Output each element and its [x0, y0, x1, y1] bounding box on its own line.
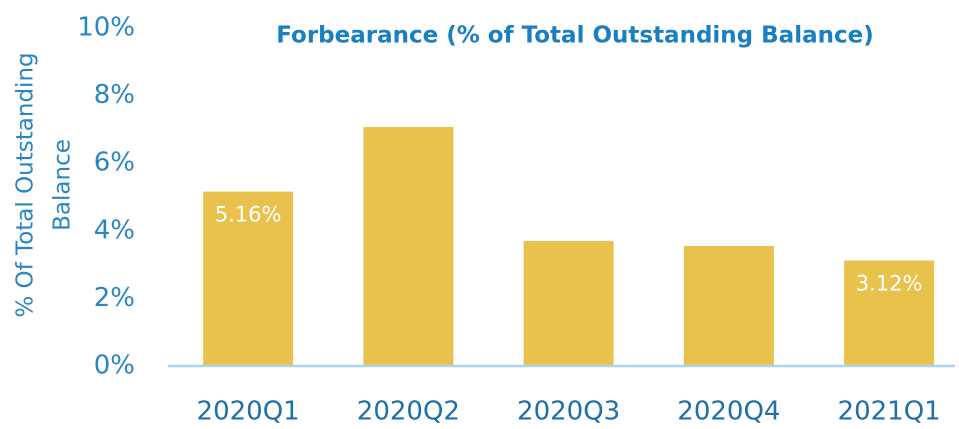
y-tick-label: 8% — [94, 80, 135, 110]
x-tick-label: 2020Q2 — [357, 397, 460, 427]
bar — [844, 260, 935, 366]
chart-title: Forbearance (% of Total Outstanding Bala… — [276, 23, 873, 49]
y-tick-label: 0% — [94, 351, 135, 381]
bar — [363, 127, 454, 366]
y-tick-label: 4% — [94, 215, 135, 245]
y-tick-label: 10% — [77, 13, 135, 43]
bar — [683, 246, 774, 366]
bar — [203, 191, 294, 366]
y-axis-label: Balance — [50, 139, 76, 231]
data-label: 3.12% — [856, 272, 923, 296]
x-tick-label: 2020Q4 — [677, 397, 780, 427]
x-tick-label: 2021Q1 — [838, 397, 941, 427]
y-axis-label: % Of Total Outstanding — [13, 52, 39, 317]
x-tick-label: 2020Q3 — [517, 397, 620, 427]
y-tick-label: 2% — [94, 283, 135, 313]
y-tick-label: 6% — [94, 148, 135, 178]
data-label: 5.16% — [215, 203, 282, 227]
x-tick-label: 2020Q1 — [197, 397, 300, 427]
bar — [523, 240, 614, 366]
